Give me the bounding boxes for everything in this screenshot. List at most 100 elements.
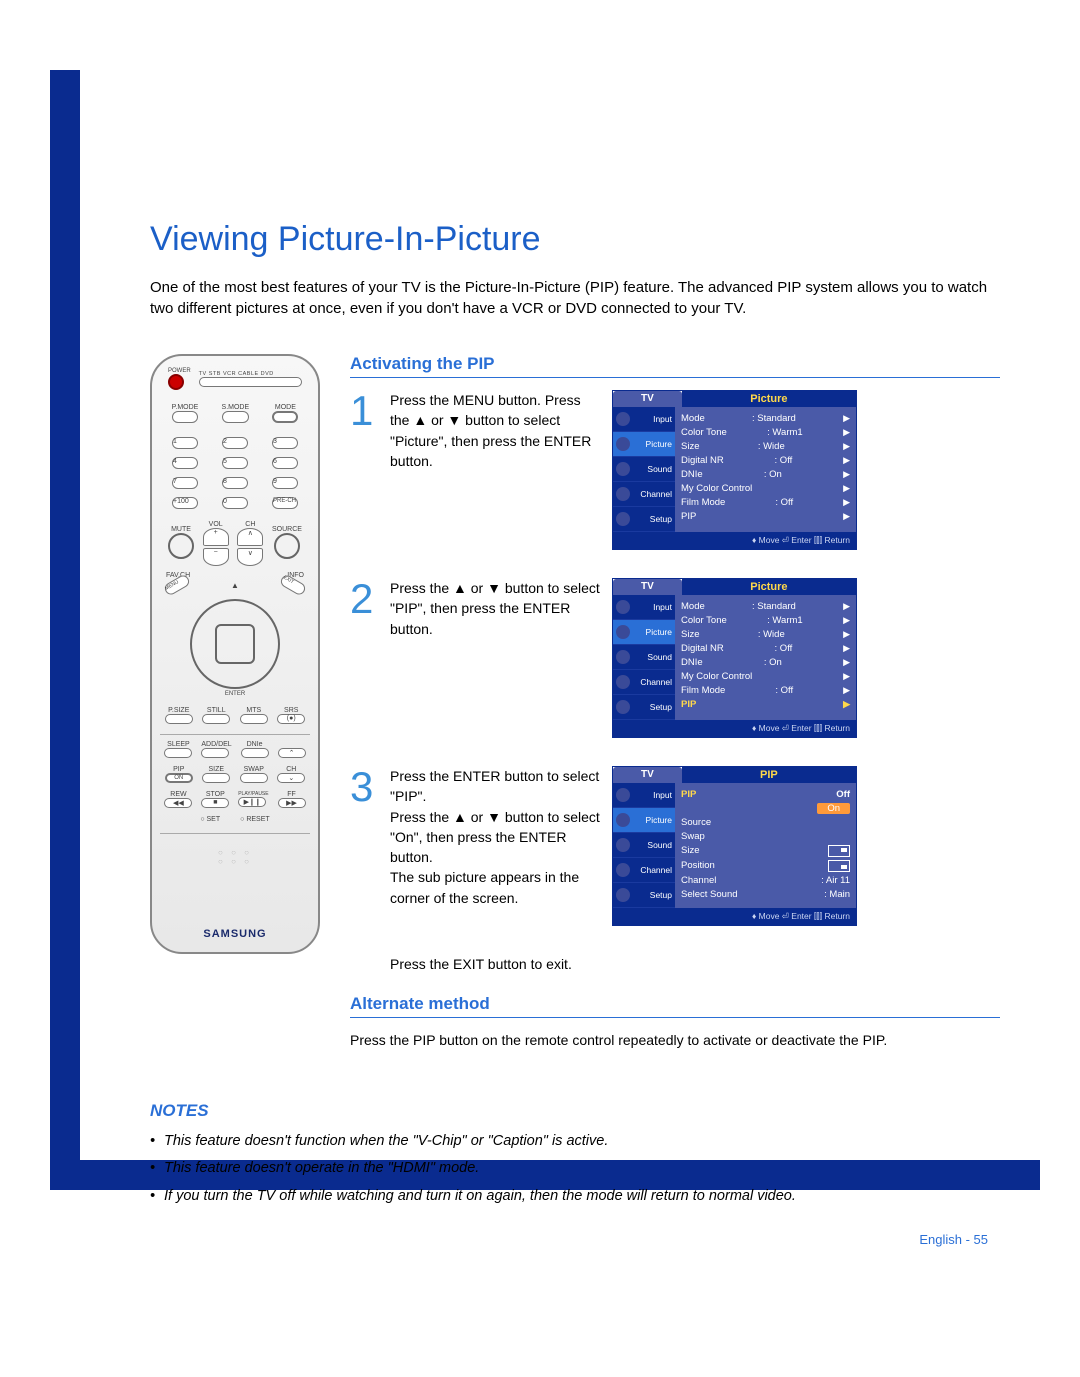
- play-button[interactable]: ▶❙❙: [238, 797, 266, 807]
- mute-button[interactable]: [168, 533, 194, 559]
- dnie-button[interactable]: [241, 748, 269, 758]
- activating-heading: Activating the PIP: [350, 354, 1000, 378]
- step-text: Press the ▲ or ▼ button to select "PIP",…: [390, 578, 600, 738]
- pip-button[interactable]: ON: [165, 773, 193, 783]
- osd-pip: TV PIP InputPictureSoundChannelSetup PIP…: [612, 766, 857, 926]
- osd-row: My Color Control▶: [681, 481, 850, 495]
- num-1[interactable]: 1: [172, 437, 198, 449]
- nav-wheel[interactable]: [190, 599, 280, 689]
- num-3[interactable]: 3: [272, 437, 298, 449]
- psize-label: P.SIZE: [165, 707, 193, 714]
- rew-button[interactable]: ◀◀: [164, 798, 192, 808]
- notes-heading: NOTES: [150, 1101, 1000, 1121]
- step-number: 3: [350, 766, 378, 926]
- step-number: 2: [350, 578, 378, 738]
- size-button[interactable]: [202, 773, 230, 783]
- mts-button[interactable]: [240, 714, 268, 724]
- remote-column: POWER TV STB VCR CABLE DVD P.MODE S.MODE…: [150, 354, 320, 1051]
- note-item: This feature doesn't operate in the "HDM…: [150, 1158, 1000, 1180]
- mode-label: MODE: [272, 404, 298, 411]
- num-2[interactable]: 2: [222, 437, 248, 449]
- vol-down-button[interactable]: −: [203, 548, 229, 566]
- ch-down-button[interactable]: ∨: [237, 548, 263, 566]
- smode-label: S.MODE: [222, 404, 250, 411]
- power-button[interactable]: [168, 374, 184, 390]
- prech-button[interactable]: PRE-CH: [272, 497, 298, 509]
- osd-picture-1: TV Picture InputPictureSoundChannelSetup…: [612, 390, 857, 550]
- osd-side-channel: Channel: [613, 858, 675, 883]
- osd-sidebar: InputPictureSoundChannelSetup: [613, 783, 675, 908]
- osd-side-channel: Channel: [613, 482, 675, 507]
- num-8[interactable]: 8: [222, 477, 248, 489]
- alternate-heading: Alternate method: [350, 994, 1000, 1018]
- plus100-button[interactable]: +100: [172, 497, 198, 509]
- num-7[interactable]: 7: [172, 477, 198, 489]
- device-select-bar[interactable]: [199, 377, 302, 387]
- psize-button[interactable]: [165, 714, 193, 724]
- ff-button[interactable]: ▶▶: [278, 798, 306, 808]
- page-footer: English - 55: [150, 1232, 1000, 1247]
- num-0[interactable]: 0: [222, 497, 248, 509]
- rew-label: REW: [164, 791, 192, 798]
- osd-side-sound: Sound: [613, 645, 675, 670]
- notes-list: This feature doesn't function when the "…: [150, 1131, 1000, 1208]
- stop-button[interactable]: ■: [201, 798, 229, 808]
- osd-row: Select Sound: Main: [681, 887, 850, 901]
- osd-row: DNIe: On▶: [681, 655, 850, 669]
- osd-row: DNIe: On▶: [681, 467, 850, 481]
- pipch-label: CH: [277, 766, 305, 773]
- chlist-down-button[interactable]: ⌄: [277, 773, 305, 783]
- step-2: 2 Press the ▲ or ▼ button to select "PIP…: [350, 578, 1000, 738]
- exit-instruction: Press the EXIT button to exit.: [390, 954, 1000, 974]
- num-9[interactable]: 9: [272, 477, 298, 489]
- osd-side-setup: Setup: [613, 883, 675, 908]
- srs-label: SRS: [277, 707, 305, 714]
- play-label: PLAY/PAUSE: [238, 791, 268, 797]
- osd-side-picture: Picture: [613, 808, 675, 833]
- srs-button[interactable]: (●): [277, 714, 305, 724]
- alternate-text: Press the PIP button on the remote contr…: [350, 1030, 1000, 1050]
- osd-row: Source: [681, 815, 850, 829]
- step-1: 1 Press the MENU button. Press the ▲ or …: [350, 390, 1000, 550]
- source-button[interactable]: [274, 533, 300, 559]
- adddel-label: ADD/DEL: [201, 741, 231, 748]
- swap-label: SWAP: [240, 766, 268, 773]
- page-title: Viewing Picture-In-Picture: [150, 220, 1000, 259]
- osd-row: My Color Control▶: [681, 669, 850, 683]
- still-label: STILL: [202, 707, 230, 714]
- osd-row: PIPOff: [681, 787, 850, 801]
- osd-row: Color Tone: Warm1▶: [681, 613, 850, 627]
- osd-row: PIP▶: [681, 697, 850, 711]
- pmode-button[interactable]: [172, 411, 199, 423]
- swap-button[interactable]: [240, 773, 268, 783]
- still-button[interactable]: [202, 714, 230, 724]
- num-4[interactable]: 4: [172, 457, 198, 469]
- sleep-button[interactable]: [164, 748, 192, 758]
- osd-side-setup: Setup: [613, 695, 675, 720]
- ch-label: CH: [237, 521, 263, 528]
- num-5[interactable]: 5: [222, 457, 248, 469]
- osd-footer: ♦ Move ⏎ Enter ⫿⫿⫿ Return: [613, 720, 856, 737]
- mode-button[interactable]: [272, 411, 298, 423]
- osd-main: Mode: Standard▶Color Tone: Warm1▶Size: W…: [675, 595, 856, 720]
- size-label: SIZE: [202, 766, 230, 773]
- chlist-up-button[interactable]: ⌃: [278, 748, 306, 758]
- sleep-label: SLEEP: [164, 741, 192, 748]
- osd-row: Mode: Standard▶: [681, 599, 850, 613]
- smode-button[interactable]: [222, 411, 250, 423]
- osd-tv-tab: TV: [613, 391, 682, 407]
- note-item: If you turn the TV off while watching an…: [150, 1186, 1000, 1208]
- adddel-button[interactable]: [201, 748, 229, 758]
- stop-label: STOP: [201, 791, 229, 798]
- osd-tv-tab: TV: [613, 767, 682, 783]
- osd-row: Film Mode: Off▶: [681, 683, 850, 697]
- pip-label: PIP: [165, 766, 193, 773]
- osd-tv-tab: TV: [613, 579, 682, 595]
- vol-up-button[interactable]: +: [203, 528, 229, 546]
- notes-section: NOTES This feature doesn't function when…: [150, 1101, 1000, 1208]
- num-6[interactable]: 6: [272, 457, 298, 469]
- reset-label: ○ RESET: [240, 816, 270, 823]
- osd-side-input: Input: [613, 783, 675, 808]
- ch-up-button[interactable]: ∧: [237, 528, 263, 546]
- mts-label: MTS: [240, 707, 268, 714]
